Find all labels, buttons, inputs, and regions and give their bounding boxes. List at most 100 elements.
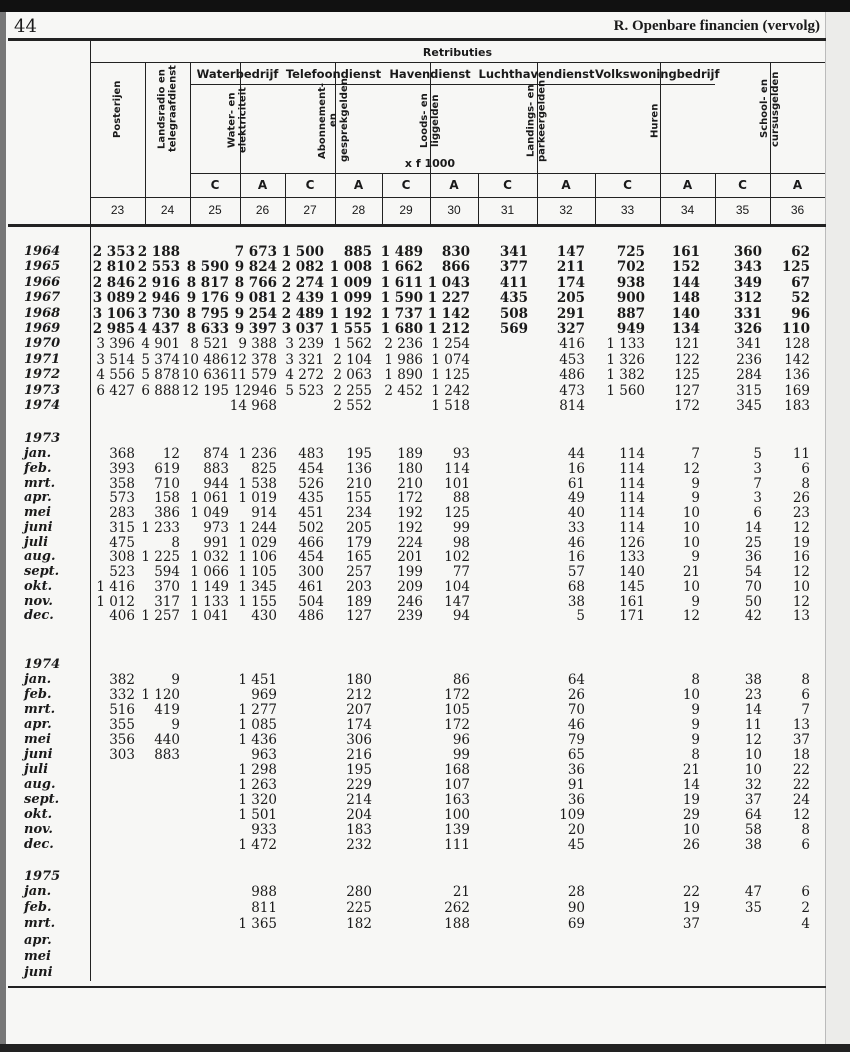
table-cell: 2 188 <box>137 244 180 260</box>
table-cell: 2 274 <box>281 274 324 291</box>
table-cell: 814 <box>559 398 585 414</box>
table-cell: 2 236 <box>384 336 423 353</box>
table-cell: 303 <box>109 747 135 763</box>
table-cell: 19 <box>682 792 700 808</box>
row-label: 1971 <box>24 351 61 367</box>
table-cell: 435 <box>298 490 324 507</box>
table-cell: 32 <box>744 777 762 793</box>
table-cell: 114 <box>619 460 645 477</box>
table-cell: 163 <box>444 792 470 808</box>
table-cell: 725 <box>616 244 645 260</box>
column-type-A: A <box>561 178 571 192</box>
table-cell: 14 <box>744 519 762 536</box>
table-cell: 343 <box>733 259 762 276</box>
table-cell: 349 <box>733 274 762 291</box>
table-cell: 105 <box>444 702 470 718</box>
table-cell: 1 257 <box>141 608 180 625</box>
table-cell: 19 <box>792 534 810 551</box>
table-cell: 887 <box>616 305 645 322</box>
table-cell: 140 <box>619 564 645 580</box>
table-cell: 68 <box>567 578 585 595</box>
table-cell: 225 <box>346 900 372 917</box>
table-cell: 914 <box>251 505 277 521</box>
table-cell: 114 <box>619 446 645 462</box>
table-cell: 454 <box>298 549 324 566</box>
table-cell: 22 <box>792 762 810 778</box>
table-cell: 104 <box>444 578 470 595</box>
table-cell: 188 <box>444 916 470 933</box>
table-cell: 99 <box>452 519 470 536</box>
table-cell: 50 <box>744 593 762 610</box>
table-cell: 1 489 <box>380 244 423 260</box>
table-cell: 969 <box>251 687 277 703</box>
table-cell: 3 106 <box>92 305 135 322</box>
table-cell: 411 <box>499 274 528 291</box>
table-cell: 370 <box>154 578 180 595</box>
table-cell: 1 212 <box>427 321 470 337</box>
table-cell: 179 <box>346 534 372 551</box>
table-cell: 12 378 <box>229 351 277 368</box>
table-cell: 973 <box>203 519 229 536</box>
table-cell: 10 <box>792 578 810 595</box>
table-cell: 147 <box>556 244 585 260</box>
table-cell: 1 416 <box>96 578 135 595</box>
table-cell: 183 <box>346 822 372 838</box>
column-number: 36 <box>790 203 805 217</box>
rule <box>90 41 91 981</box>
table-cell: 10 <box>744 747 762 763</box>
table-cell: 2 810 <box>92 259 135 276</box>
column-number: 29 <box>399 203 413 217</box>
table-cell: 16 <box>792 549 810 566</box>
column-title: Huren <box>649 103 661 138</box>
table-cell: 11 <box>744 717 762 733</box>
column-divider <box>335 62 336 174</box>
table-cell: 12 <box>744 732 762 748</box>
table-cell: 451 <box>298 505 324 521</box>
table-cell: 46 <box>567 717 585 733</box>
rule <box>8 986 826 988</box>
subgroup-heading: Havendienst <box>389 67 471 81</box>
table-cell: 37 <box>792 732 810 748</box>
column-divider <box>335 62 336 86</box>
column-divider <box>660 174 661 224</box>
table-cell: 65 <box>567 747 585 763</box>
table-cell: 207 <box>346 702 372 718</box>
table-cell: 475 <box>109 534 135 551</box>
table-cell: 203 <box>346 578 372 595</box>
table-cell: 152 <box>671 259 700 276</box>
table-cell: 619 <box>154 460 180 477</box>
table-cell: 1 149 <box>190 578 229 595</box>
column-divider <box>190 62 191 197</box>
column-type-C: C <box>210 178 220 192</box>
table-cell: 126 <box>619 534 645 551</box>
column-number: 25 <box>208 203 222 217</box>
table-cell: 205 <box>346 519 372 536</box>
table-cell: 466 <box>298 534 324 551</box>
table-cell: 35 <box>744 900 762 917</box>
group-heading: Retributies <box>422 46 493 59</box>
table-cell: 204 <box>346 807 372 823</box>
column-divider <box>430 62 431 174</box>
column-divider <box>285 174 286 224</box>
row-label: juni <box>24 965 53 980</box>
table-cell: 284 <box>736 367 762 384</box>
table-cell: 825 <box>251 460 277 477</box>
table-cell: 8 <box>691 747 700 763</box>
table-cell: 161 <box>671 244 700 260</box>
table-cell: 419 <box>154 702 180 718</box>
table-cell: 12 <box>682 608 700 625</box>
table-cell: 21 <box>682 564 700 580</box>
table-cell: 900 <box>616 290 645 307</box>
table-cell: 526 <box>298 475 324 492</box>
table-cell: 224 <box>397 534 423 551</box>
table-cell: 36 <box>567 792 585 808</box>
column-number: 27 <box>303 203 317 217</box>
table-cell: 16 <box>567 460 585 477</box>
table-cell: 9 388 <box>238 336 277 353</box>
row-label: 1970 <box>24 336 61 352</box>
table-cell: 22 <box>682 884 700 900</box>
table-cell: 573 <box>109 490 135 507</box>
row-label: mei <box>24 505 51 520</box>
page-edge <box>825 12 850 1052</box>
row-label: nov. <box>24 822 53 837</box>
